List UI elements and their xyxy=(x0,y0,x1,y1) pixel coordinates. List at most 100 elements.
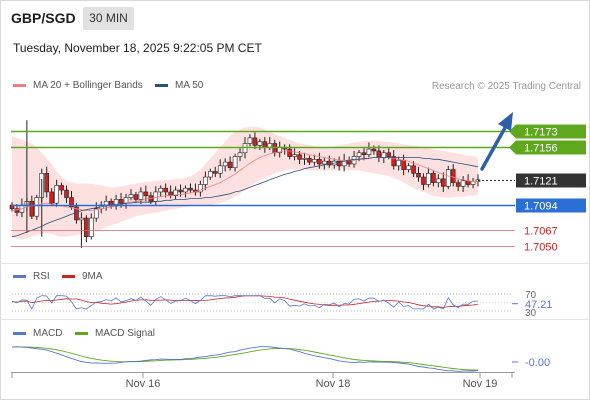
ma50-line xyxy=(11,157,479,238)
symbol-title: GBP/SGD xyxy=(11,10,76,26)
rsi-swatch xyxy=(13,275,26,278)
candle-body xyxy=(401,159,406,170)
candle-body xyxy=(183,187,188,193)
rsi-value-label: 47.21 xyxy=(525,299,553,311)
candle-body xyxy=(366,148,372,155)
candle-body xyxy=(426,173,431,185)
candle-body xyxy=(386,152,392,157)
level-badge-1.7094 xyxy=(516,198,586,213)
x-tick-label-1: Nov 16 xyxy=(126,378,161,390)
candle-body xyxy=(287,148,292,157)
macd-line xyxy=(11,346,479,372)
legend-macd-signal-label: MACD Signal xyxy=(95,328,156,339)
projection-arrow-head xyxy=(498,112,513,131)
candle-body xyxy=(188,187,193,191)
chart-datetime: Tuesday, November 18, 2025 9:22:05 PM CE… xyxy=(13,41,262,55)
candle-body xyxy=(247,137,253,144)
candle-body xyxy=(317,159,322,165)
candle-body xyxy=(54,185,59,204)
candle-body xyxy=(232,156,238,169)
candle-body xyxy=(431,173,436,183)
candle-body xyxy=(143,191,149,196)
macd-value-label: -0.00 xyxy=(525,357,550,369)
candle-body xyxy=(153,191,159,202)
legend-ma50: MA 50 xyxy=(155,80,203,91)
candle-body xyxy=(138,191,144,200)
candle-body xyxy=(326,160,332,166)
ma50-swatch xyxy=(155,84,168,87)
level-label-1.7094: 1.7094 xyxy=(524,201,558,213)
candle-body xyxy=(396,159,401,167)
interval-badge[interactable]: 30 MIN xyxy=(83,7,134,30)
candle-body xyxy=(237,152,243,157)
level-badge-1.7156 xyxy=(516,140,586,155)
candle-body xyxy=(257,141,263,146)
current-price-label: 1.7121 xyxy=(524,176,558,188)
candle-body xyxy=(207,171,213,178)
legend-ma50-label: MA 50 xyxy=(175,80,204,91)
research-credit: Research © 2025 Trading Central xyxy=(431,81,581,92)
candle-body xyxy=(69,197,74,208)
macd-signal-swatch xyxy=(75,332,88,335)
candle-body xyxy=(178,189,183,193)
candle-body xyxy=(336,160,342,167)
legend-rsi: RSI xyxy=(13,271,50,282)
candle-body xyxy=(64,189,69,198)
candle-body xyxy=(376,150,382,158)
candle-body xyxy=(361,152,367,155)
candle-body xyxy=(14,208,20,213)
candle-body xyxy=(455,182,461,187)
candle-body xyxy=(59,185,64,191)
candle-body xyxy=(212,171,218,174)
candle-body xyxy=(297,154,302,160)
candle-body xyxy=(89,217,94,237)
candle-body xyxy=(29,200,35,217)
candle-body xyxy=(44,173,50,193)
candle-body xyxy=(118,199,124,204)
candle-body xyxy=(262,141,268,148)
candle-body xyxy=(163,187,168,193)
candle-body xyxy=(371,148,377,152)
ma20-swatch xyxy=(13,84,26,87)
candle-body xyxy=(133,194,139,200)
candle-body xyxy=(158,187,164,193)
ma20-line xyxy=(11,150,478,212)
legend-ma20: MA 20 + Bollinger Bands xyxy=(13,80,143,91)
candle-body xyxy=(391,156,397,167)
rsi-tick-30: 30 xyxy=(525,308,537,319)
legend-macd: MACD xyxy=(13,328,62,339)
level-label-1.7156: 1.7156 xyxy=(524,143,558,155)
candle-body xyxy=(128,194,134,198)
candles xyxy=(9,120,481,248)
candle-body xyxy=(173,189,178,196)
projection-arrow-shaft xyxy=(480,124,508,171)
candle-body xyxy=(103,200,109,206)
candle-body xyxy=(436,178,441,183)
legend-macd-signal: MACD Signal xyxy=(75,328,155,339)
macd-swatch xyxy=(13,332,26,335)
rsi-tick-70: 70 xyxy=(525,290,537,301)
macd-signal-line xyxy=(12,346,479,371)
candle-body xyxy=(222,161,228,167)
candle-body xyxy=(252,137,258,146)
candle-body xyxy=(292,154,297,157)
candle-body xyxy=(34,197,40,217)
candle-body xyxy=(203,176,208,185)
candle-body xyxy=(217,165,223,174)
candle-body xyxy=(302,158,307,160)
candle-body xyxy=(227,161,233,169)
level-badge-1.7173 xyxy=(516,124,586,139)
candle-body xyxy=(123,197,129,204)
legend-macd-label: MACD xyxy=(33,328,63,339)
candle-body xyxy=(307,158,312,163)
level-label-1.7067: 1.7067 xyxy=(524,226,558,238)
candle-body xyxy=(445,169,451,187)
current-price-badge xyxy=(516,173,586,188)
candle-body xyxy=(460,180,466,187)
rsi-ma-swatch xyxy=(62,275,75,278)
candle-body xyxy=(267,143,273,148)
candle-body xyxy=(322,160,327,165)
legend-rsi-ma: 9MA xyxy=(62,271,103,282)
candle-body xyxy=(411,165,416,174)
